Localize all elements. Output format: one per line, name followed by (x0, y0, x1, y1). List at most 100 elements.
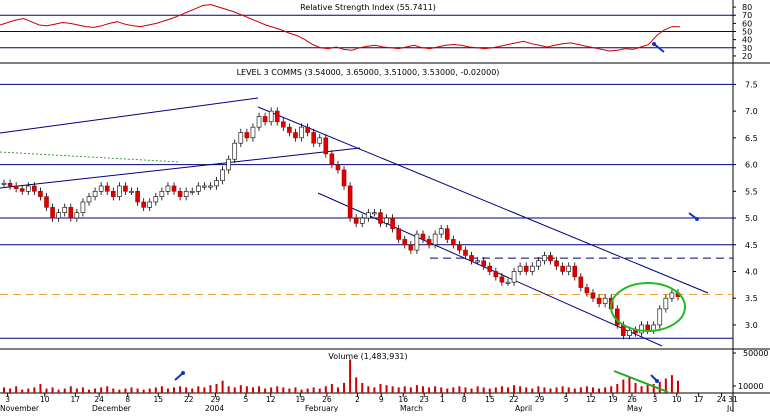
annotation-arrowhead-0 (652, 42, 656, 46)
vol-ytick-label-0: 50000 (743, 349, 768, 358)
candle-body (80, 201, 86, 213)
volume-bar (343, 382, 346, 393)
volume-bar (646, 385, 649, 393)
volume-bar (519, 386, 522, 393)
volume-bar (94, 388, 97, 393)
x-tick-label-15: 23 (419, 395, 429, 404)
volume-bar (537, 386, 540, 393)
candle-body (542, 255, 547, 262)
price-ytick-label-4.0: 4.0 (745, 267, 758, 276)
candle-body (372, 212, 377, 215)
volume-bar (185, 387, 188, 393)
x-tick-label-11: 26 (322, 395, 332, 404)
volume-bar (179, 386, 182, 393)
vol-ytick-label-1: 10000 (738, 382, 763, 391)
candle-body (457, 244, 462, 251)
candle-body (44, 196, 49, 208)
x-tick-label-20: 29 (535, 395, 545, 404)
rsi-ytick-label-40: 40 (742, 36, 752, 45)
candle-body (202, 185, 207, 188)
candle-body (268, 110, 274, 123)
volume-bar (81, 387, 84, 393)
candle-body (32, 185, 37, 192)
candle-body (529, 265, 535, 272)
candle-body (420, 233, 426, 240)
candle-body (68, 207, 74, 219)
candle-body (378, 212, 383, 224)
volume-bar (191, 388, 194, 393)
candle-body (414, 233, 420, 251)
candle-body (110, 190, 116, 197)
volume-bar (318, 388, 321, 393)
volume-bar (531, 388, 534, 393)
x-tick-label-17: 8 (462, 395, 467, 404)
volume-bar (446, 388, 449, 393)
candle-body (493, 271, 499, 278)
annotation-arrowhead-2 (655, 379, 659, 383)
volume-bar (585, 386, 588, 393)
candle-body (50, 207, 55, 219)
volume-panel (3, 359, 679, 393)
candle-body (305, 126, 310, 133)
x-tick-label-26: 10 (672, 395, 682, 404)
volume-bar (330, 384, 333, 393)
rsi-ytick-label-80: 80 (742, 3, 752, 12)
volume-bar (324, 386, 327, 393)
candle-body (13, 185, 19, 189)
volume-bar (525, 387, 528, 393)
volume-bar (664, 378, 667, 393)
candle-body (281, 121, 286, 128)
volume-bar (112, 388, 115, 393)
volume-bar (385, 385, 388, 393)
volume-bar (136, 388, 139, 393)
candle-body (645, 324, 650, 331)
candle-body (129, 190, 134, 193)
volume-bar (270, 387, 273, 393)
volume-bar (500, 386, 503, 393)
volume-bar (403, 386, 406, 393)
volume-bar (355, 377, 358, 393)
month-label-3: February (305, 404, 339, 412)
candle-body (572, 265, 578, 278)
volume-bar (142, 389, 145, 393)
x-tick-label-12: 2 (355, 395, 360, 404)
candle-body (517, 265, 523, 272)
volume-bar (57, 389, 60, 393)
candle-body (98, 185, 104, 192)
x-tick-label-0: 3 (5, 395, 10, 404)
x-tick-label-9: 12 (266, 395, 276, 404)
lower-channel-line (0, 147, 361, 189)
rsi-line (0, 4, 681, 52)
volume-bar (15, 386, 18, 393)
x-tick-label-1: 10 (40, 395, 50, 404)
highlight-ellipse (610, 282, 686, 332)
volume-bar (21, 389, 24, 393)
month-label-5: April (515, 404, 532, 412)
candle-body (165, 185, 171, 192)
x-tick-label-24: 26 (627, 395, 637, 404)
volume-bar (579, 387, 582, 393)
volume-bar (670, 375, 673, 393)
volume-bar (513, 385, 516, 393)
candle-body (590, 292, 596, 299)
volume-bar (506, 387, 509, 393)
volume-bar (3, 387, 5, 393)
price-ytick-label-5.5: 5.5 (745, 187, 758, 196)
candle-body (159, 190, 165, 197)
x-tick-label-25: 3 (652, 395, 657, 404)
x-tick-label-22: 12 (586, 395, 596, 404)
x-tick-label-27: 17 (694, 395, 704, 404)
price-ytick-label-7.5: 7.5 (745, 80, 758, 89)
x-tick-label-8: 5 (244, 395, 249, 404)
volume-bar (397, 387, 400, 393)
candle-body (438, 228, 444, 235)
candle-body (366, 212, 371, 219)
volume-bar (221, 380, 224, 393)
volume-bar (610, 386, 613, 393)
volume-bar (658, 381, 661, 393)
candle-body (226, 158, 231, 171)
volume-bar (604, 387, 607, 393)
price-ytick-label-6.0: 6.0 (745, 161, 758, 170)
candle-body (232, 142, 238, 160)
